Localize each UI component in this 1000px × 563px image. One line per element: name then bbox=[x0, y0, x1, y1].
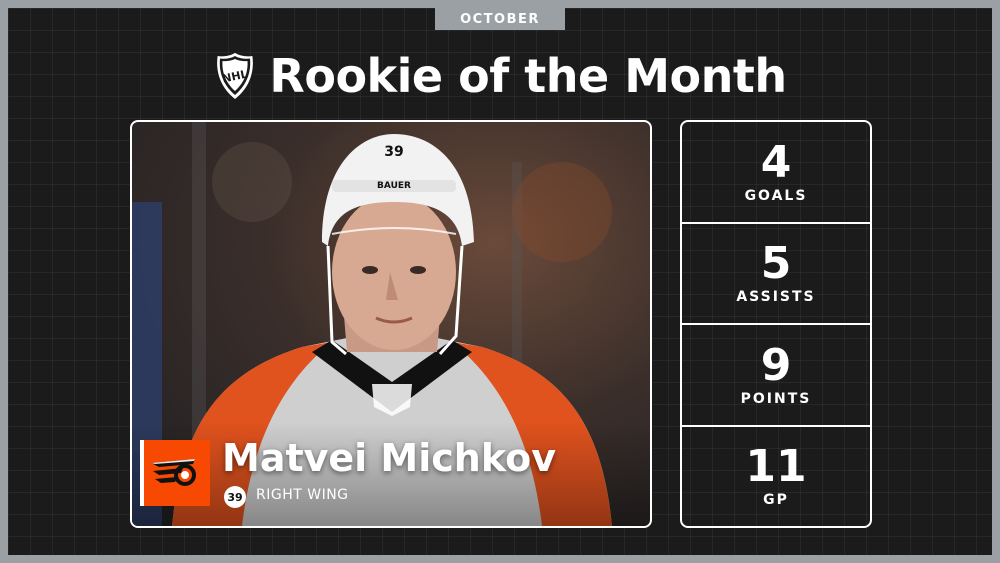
stat-value: 11 bbox=[745, 441, 807, 493]
stat-value: 9 bbox=[760, 339, 792, 391]
stat-points: 9 POINTS bbox=[682, 325, 870, 427]
player-photo-card: BAUER 39 Matvei M bbox=[130, 120, 652, 528]
stat-games-played: 11 GP bbox=[682, 427, 870, 527]
player-number-badge: 39 bbox=[224, 486, 246, 508]
stat-goals: 4 GOALS bbox=[682, 122, 870, 224]
stat-label: GOALS bbox=[744, 187, 808, 204]
stat-label: GP bbox=[763, 492, 789, 509]
stat-value: 5 bbox=[760, 238, 792, 290]
title-row: NHL Rookie of the Month bbox=[8, 46, 992, 106]
stat-assists: 5 ASSISTS bbox=[682, 224, 870, 325]
helmet-number: 39 bbox=[384, 144, 403, 160]
page-title: Rookie of the Month bbox=[269, 49, 787, 103]
month-tab: OCTOBER bbox=[435, 8, 565, 30]
nhl-shield-icon: NHL bbox=[216, 51, 255, 101]
stats-panel: 4 GOALS 5 ASSISTS 9 POINTS 11 GP bbox=[680, 120, 872, 528]
flyers-logo-icon bbox=[140, 440, 210, 506]
stat-value: 4 bbox=[760, 136, 792, 188]
stat-label: POINTS bbox=[740, 390, 812, 407]
helmet-brand: BAUER bbox=[377, 181, 411, 191]
player-position: RIGHT WING bbox=[256, 487, 349, 503]
graphic-frame: OCTOBER NHL Rookie of the Month bbox=[8, 8, 992, 555]
stat-label: ASSISTS bbox=[736, 289, 816, 306]
svg-text:NHL: NHL bbox=[222, 68, 250, 86]
player-name: Matvei Michkov bbox=[222, 436, 556, 480]
player-photo: BAUER 39 bbox=[132, 122, 650, 526]
